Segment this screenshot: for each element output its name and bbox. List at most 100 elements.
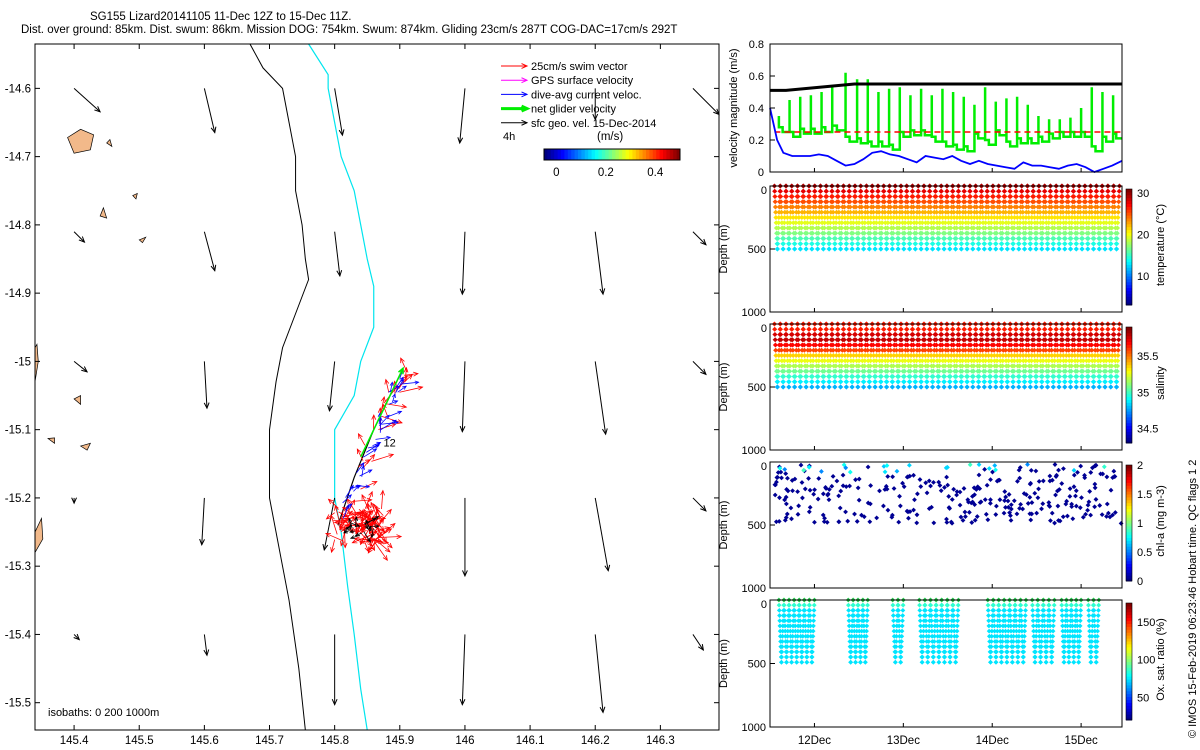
speed-colorbar-cell [605, 149, 610, 160]
oxygen-data-marker [846, 602, 851, 608]
geo-velocity-arrow-head [602, 428, 608, 436]
salinity-data-marker [1114, 379, 1120, 385]
dac-vector-arrow-shaft [400, 381, 419, 385]
chlorophyll-data-marker [773, 519, 779, 525]
salinity-data-marker [982, 373, 988, 380]
oxygen-data-marker [899, 623, 905, 629]
salinity-data-marker [1094, 331, 1100, 338]
dac-vector-arrow-head [395, 385, 401, 390]
chlorophyll-data-marker [1040, 478, 1046, 484]
temperature-data-marker [1102, 246, 1108, 252]
temperature-data-marker [866, 246, 872, 252]
temperature-y-tick-label: 1000 [742, 307, 766, 319]
chlorophyll-colorbar-tick-label: 0 [1137, 576, 1143, 588]
temperature-data-marker [976, 235, 982, 242]
temperature-data-marker [925, 230, 931, 236]
swim-vector-arrow [363, 453, 376, 468]
salinity-data-marker [844, 379, 850, 385]
salinity-data-marker [1005, 373, 1011, 380]
chlorophyll-data-marker [1052, 520, 1057, 526]
salinity-colorbar-cell [1126, 382, 1132, 386]
salinity-data-marker [901, 373, 907, 380]
salinity-data-marker [843, 384, 849, 390]
temperature-data-marker [891, 220, 897, 226]
temperature-data-marker [1033, 241, 1039, 247]
temperature-data-marker [852, 188, 858, 194]
salinity-data-marker [1068, 373, 1074, 380]
salinity-data-marker [870, 331, 876, 338]
chlorophyll-data-marker [914, 520, 920, 526]
chlorophyll-data-marker [1073, 493, 1078, 499]
chlorophyll-data-marker [854, 519, 860, 524]
swim-vector-arrow [384, 403, 408, 409]
salinity-data-marker [976, 384, 982, 390]
chlorophyll-data-marker [1101, 464, 1107, 470]
chlorophyll-data-marker [976, 472, 982, 478]
oxygen-data-marker [988, 654, 994, 660]
temperature-data-marker [829, 193, 835, 200]
temperature-data-marker [827, 235, 833, 242]
sfc-vector-arrow [369, 515, 380, 523]
salinity-data-marker [818, 331, 824, 338]
chlorophyll-data-marker [962, 509, 968, 515]
temperature-data-marker [944, 193, 950, 200]
swim-vector-arrow-head [371, 481, 378, 486]
salinity-data-marker [1042, 326, 1048, 332]
dac-vector-arrow [388, 385, 401, 393]
salinity-colorbar-tick-label: 34.5 [1137, 424, 1158, 436]
temperature-data-marker [838, 235, 844, 242]
salinity-data-marker [993, 379, 999, 385]
chlorophyll-data-marker [1055, 503, 1061, 509]
temperature-data-marker [1111, 193, 1117, 200]
chlorophyll-data-marker [807, 487, 813, 493]
oxygen-data-marker [928, 607, 934, 613]
swim-vector-arrow-shaft [384, 403, 407, 408]
dac-vector-arrow-shaft [392, 393, 396, 403]
temperature-data-marker [967, 193, 973, 200]
salinity-colorbar-cell [1126, 428, 1132, 432]
speed-colorbar-cell [564, 149, 569, 160]
chlorophyll-colorbar-cell [1126, 575, 1132, 579]
temperature-data-marker [804, 235, 810, 242]
temperature-data-marker [1073, 246, 1079, 252]
map-x-tick-label: 146.1 [516, 735, 545, 747]
chlorophyll-data-marker [1092, 504, 1098, 510]
temperature-data-marker [904, 188, 910, 194]
salinity-data-marker [855, 379, 861, 385]
geo-velocity-arrow-head [604, 564, 611, 572]
temperature-data-marker [1079, 241, 1085, 247]
salinity-data-marker [1027, 379, 1034, 385]
figure-subtitle: Dist. over ground: 85km. Dist. swum: 86k… [21, 24, 678, 36]
chlorophyll-colorbar-cell [1126, 482, 1132, 486]
speed-colorbar-cell [622, 149, 627, 160]
temperature-data-marker [805, 214, 811, 221]
temperature-data-marker [930, 241, 936, 247]
salinity-data-marker [772, 326, 778, 332]
oxygen-data-marker [848, 654, 854, 660]
temperature-data-marker [987, 246, 993, 252]
chlorophyll-colorbar-cell [1126, 488, 1132, 492]
chlorophyll-data-marker [897, 503, 903, 509]
temperature-data-marker [924, 241, 930, 247]
chlorophyll-colorbar-cell [1126, 560, 1132, 565]
temperature-data-marker [941, 246, 947, 252]
swim-vector-arrow-head [362, 515, 369, 521]
temperature-data-marker [1039, 235, 1045, 242]
chlorophyll-data-marker [874, 515, 880, 521]
swim-vector-arrow-head [401, 404, 408, 409]
temperature-data-marker [1079, 235, 1086, 242]
dac-vector-arrow-shaft [388, 385, 400, 393]
chlorophyll-data-marker [1025, 462, 1030, 467]
geo-velocity-arrow-head [199, 538, 205, 546]
temperature-data-marker [1105, 188, 1111, 194]
chlorophyll-data-marker [924, 490, 930, 496]
chlorophyll-data-marker [802, 486, 808, 492]
swim-vector-arrow-shaft [385, 379, 390, 393]
oxygen-data-marker [811, 613, 817, 618]
salinity-data-marker [984, 326, 990, 332]
land-patch [132, 192, 138, 200]
temperature-colorbar-cell [1126, 293, 1132, 297]
oxygen-data-marker [807, 602, 812, 608]
salinity-data-marker [941, 384, 947, 390]
temperature-data-marker [1071, 188, 1077, 194]
